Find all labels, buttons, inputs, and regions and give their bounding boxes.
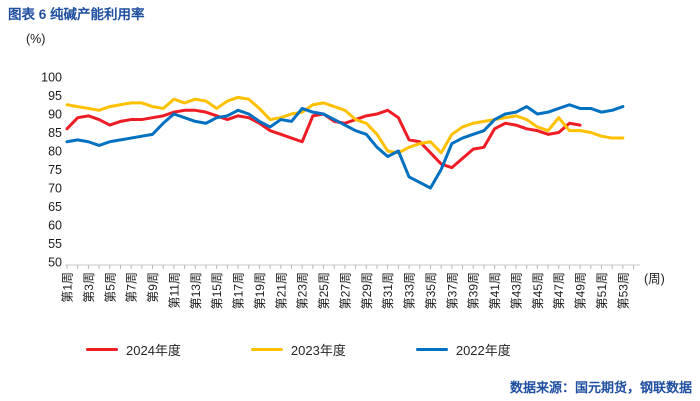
y-tick-label: 85 [48,126,62,140]
y-tick-label: 70 [48,181,62,195]
x-tick-label: 第31周 [381,272,395,309]
y-tick-label: 50 [48,255,62,269]
x-tick-label: 第49周 [574,272,588,309]
x-axis-unit-label: (周) [644,272,665,286]
x-tick-label: 第39周 [467,272,481,309]
legend-item-2023年度: 2023年度 [250,340,346,359]
x-tick-label: 第23周 [296,272,310,309]
x-tick-label: 第27周 [338,272,352,309]
x-tick-label: 第51周 [595,272,609,309]
y-tick-label: 75 [48,163,62,177]
x-tick-label: 第3周 [82,272,96,303]
y-tick-label: 60 [48,218,62,232]
x-tick-label: 第35周 [424,272,438,309]
chart-legend: 2024年度 2023年度 2022年度 [86,340,511,359]
legend-label: 2022年度 [455,343,511,358]
chart-title: 图表 6 纯碱产能利用率 [8,7,145,22]
x-tick-label: 第43周 [509,272,523,309]
legend-swatch [415,347,448,352]
y-tick-label: 95 [48,89,62,103]
y-tick-label: 80 [48,144,62,158]
x-tick-label: 第9周 [146,272,160,303]
legend-item-2022年度: 2022年度 [415,340,511,359]
x-tick-label: 第25周 [317,272,331,309]
x-tick-label: 第37周 [445,272,459,309]
x-tick-label: 第33周 [403,272,417,309]
legend-item-2024年度: 2024年度 [86,340,181,359]
legend-swatch [250,347,283,352]
y-tick-label: 90 [48,107,62,121]
y-tick-label: 100 [41,70,62,84]
data-source-note: 数据来源：国元期货，钢联数据 [509,380,692,395]
x-tick-label: 第29周 [360,272,374,309]
x-tick-label: 第15周 [210,272,224,309]
x-tick-label: 第11周 [167,272,181,308]
x-tick-label: 第7周 [125,272,139,303]
x-axis: 第1周 第3周 第5周 第7周 第9周 第11周 第13周 第15周 第17周 第19周 第21周第… [61,264,640,309]
x-tick-label: 第47周 [552,272,566,309]
series-line-2023年度 [65,95,625,155]
legend-swatch [86,347,118,352]
x-tick-label: 第53周 [616,272,630,309]
x-tick-label: 第1周 [61,272,75,303]
legend-label: 2024年度 [126,343,181,358]
x-tick-label: 第5周 [103,272,117,303]
x-tick-label: 第21周 [274,272,288,309]
y-tick-label: 55 [48,237,62,251]
legend-label: 2023年度 [290,343,346,358]
series-line-2022年度 [65,103,625,190]
x-tick-label: 第19周 [253,272,267,309]
x-tick-label: 第17周 [232,272,246,309]
x-tick-label: 第41周 [488,272,502,309]
y-axis: 100 95 90 85 80 75 70 65 60 55 50 [41,70,62,269]
x-tick-label: 第13周 [189,272,203,309]
y-axis-unit-label: (%) [26,32,46,46]
y-tick-label: 65 [48,200,62,214]
x-tick-label: 第45周 [531,272,545,309]
